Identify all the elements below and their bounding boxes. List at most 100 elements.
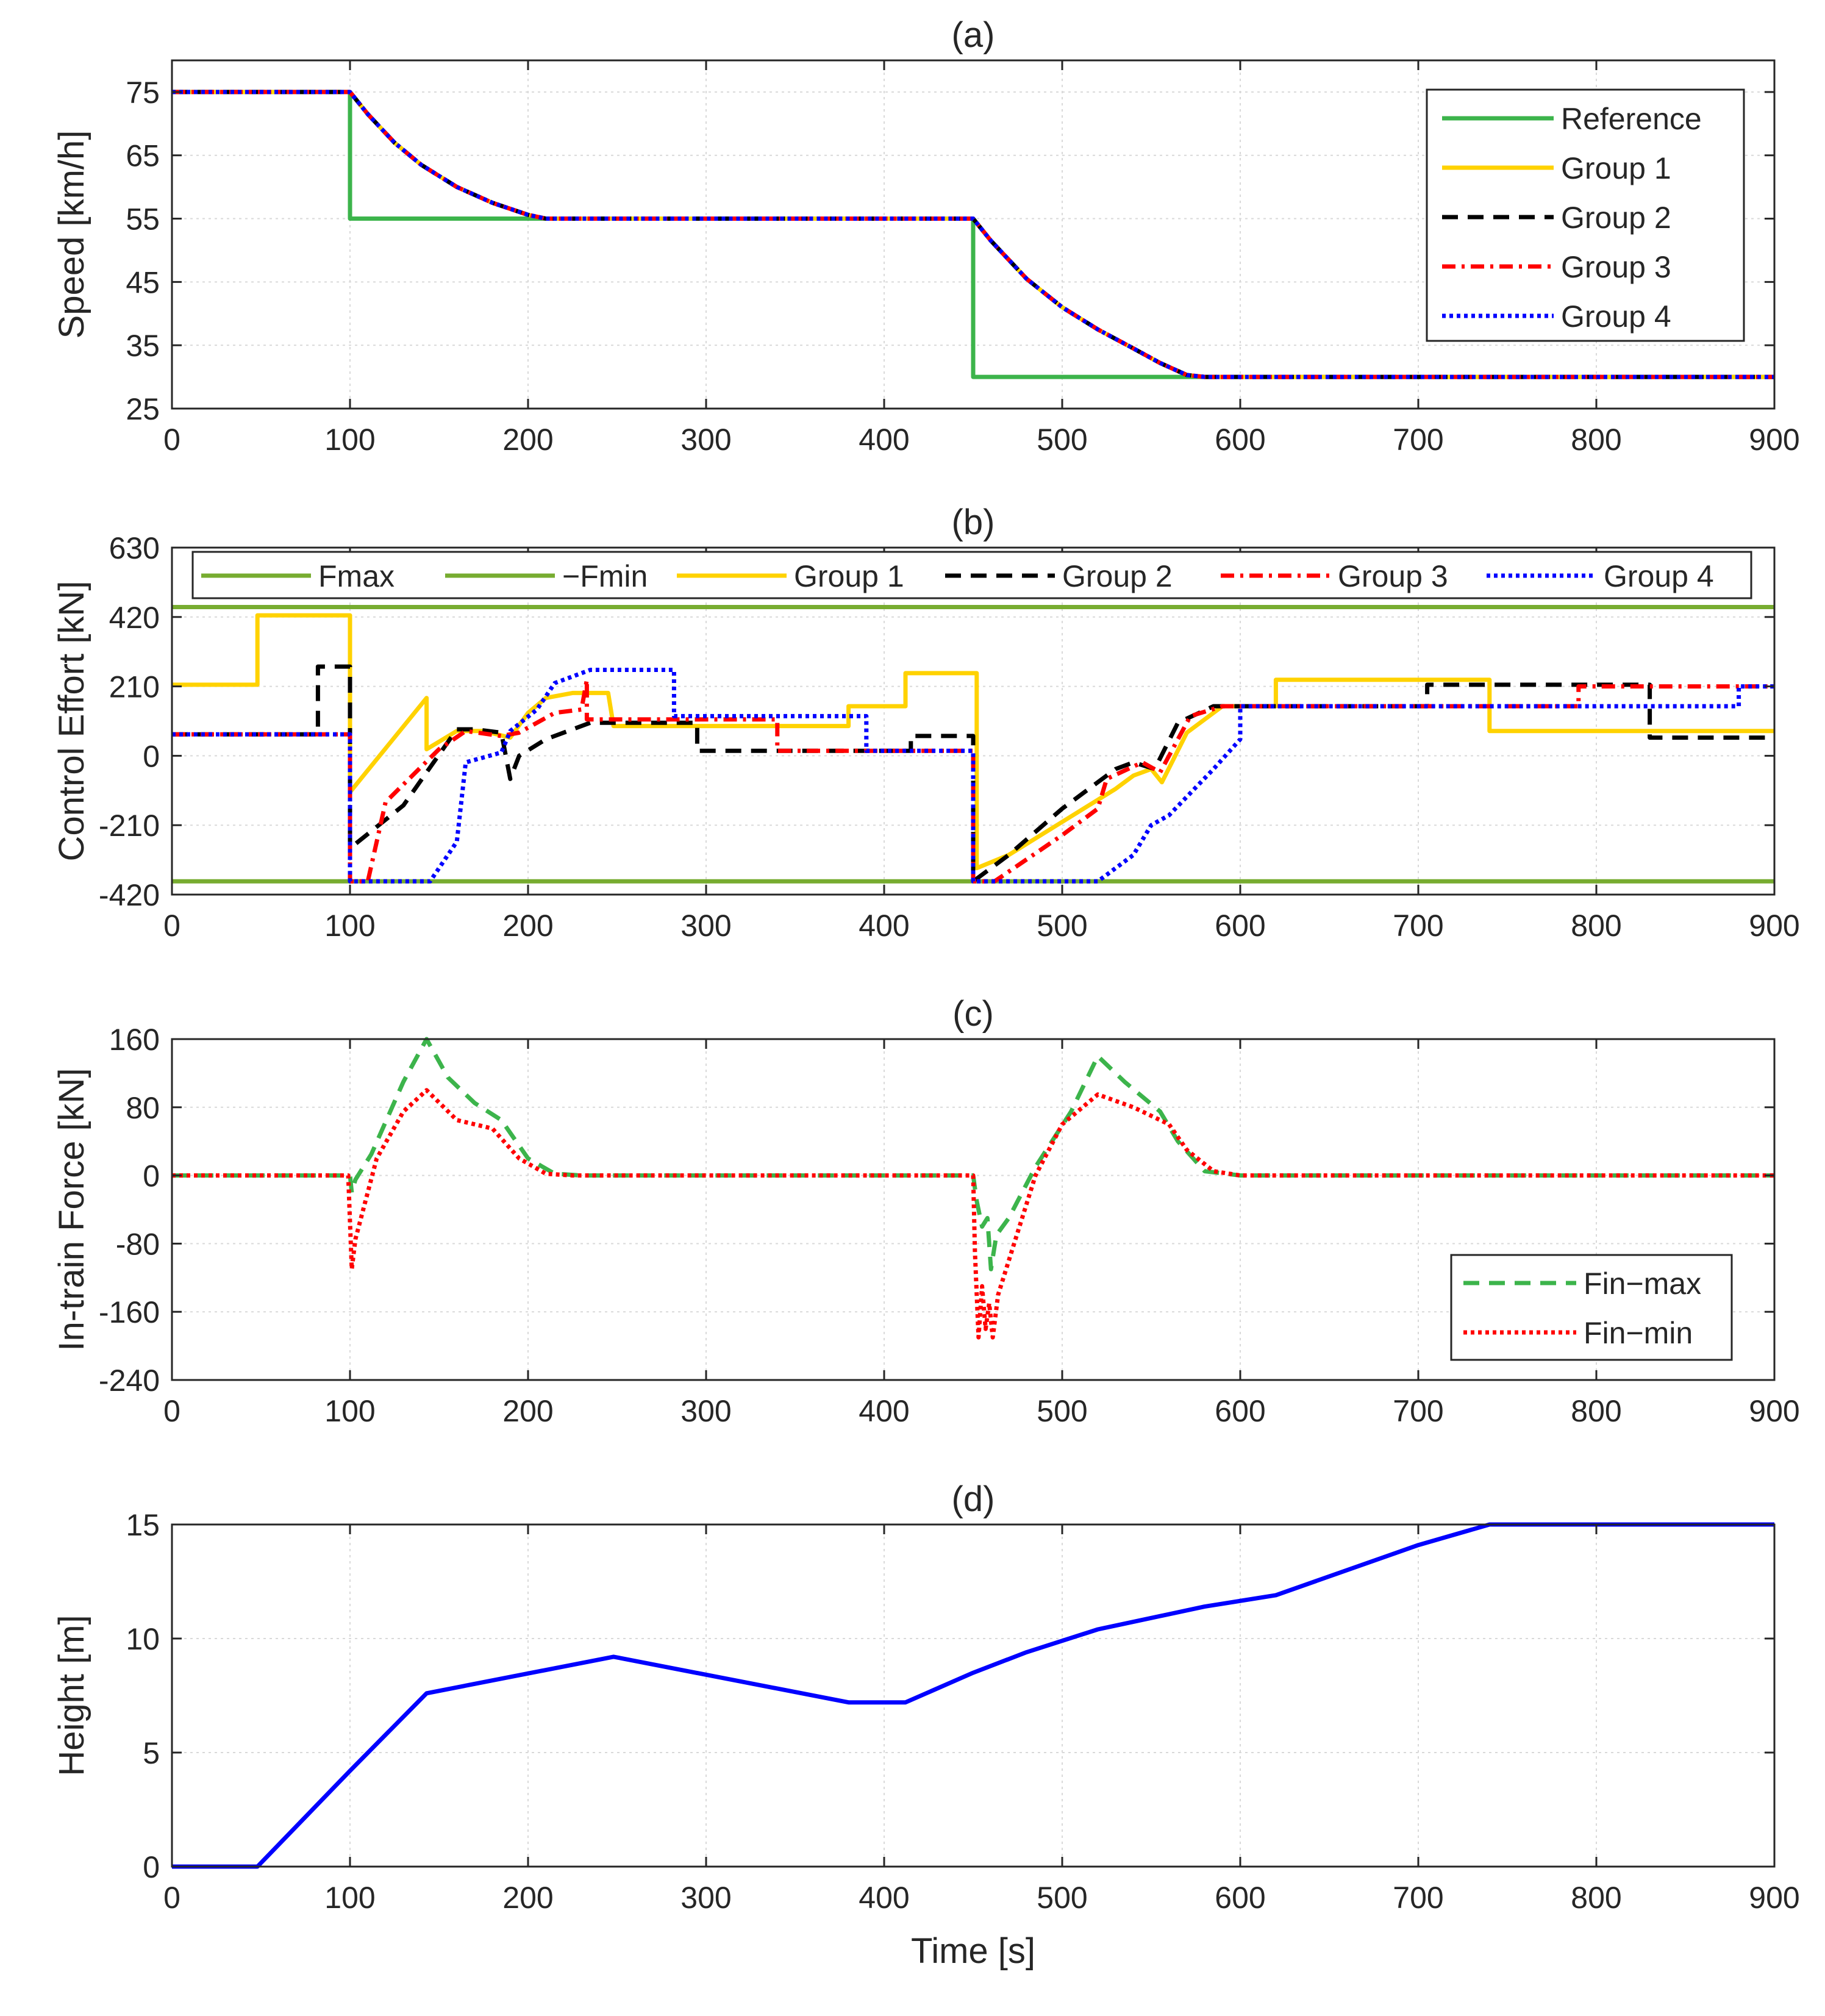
legend-label: Group 2 (1062, 559, 1173, 593)
x-tick-label: 600 (1215, 423, 1265, 457)
x-tick-label: 0 (163, 423, 180, 457)
plot-area (172, 1525, 1774, 1867)
x-tick-label: 800 (1571, 1394, 1621, 1428)
series-line-fin-min (172, 1088, 1774, 1340)
y-tick-label: 25 (126, 392, 160, 426)
x-tick-label: 400 (859, 1881, 909, 1915)
y-axis-label: Speed [km/h] (52, 130, 91, 339)
series-line-height (172, 1522, 1774, 1869)
y-tick-label: 35 (126, 329, 160, 363)
series-line-group-4 (172, 668, 1774, 884)
y-tick-label: 75 (126, 76, 160, 110)
legend-label: Group 1 (1561, 151, 1671, 185)
axes-box (171, 59, 1776, 410)
x-tick-label: 100 (324, 423, 375, 457)
y-tick-label: 0 (143, 1159, 160, 1193)
x-tick-label: 700 (1393, 909, 1443, 943)
y-axis-label: Height [m] (52, 1615, 91, 1776)
x-tick-label: 200 (502, 1394, 553, 1428)
y-tick-label: 45 (126, 265, 160, 299)
x-tick-label: 500 (1037, 909, 1087, 943)
x-tick-label: 100 (324, 909, 375, 943)
y-tick-label: 65 (126, 139, 160, 173)
x-tick-label: 900 (1749, 1394, 1799, 1428)
x-tick-label: 300 (680, 1394, 731, 1428)
x-tick-label: 100 (324, 1881, 375, 1915)
legend-label: Group 3 (1561, 250, 1671, 284)
x-tick-label: 200 (502, 1881, 553, 1915)
x-tick-label: 400 (859, 909, 909, 943)
panel-a: 0 100 200 300 400 500 600 700 800 900 25 35 45 55 65 75… (52, 15, 1800, 457)
legend-label: Fin−min (1584, 1316, 1693, 1350)
x-axis-label: Time [s] (911, 1931, 1035, 1971)
x-tick-label: 600 (1215, 909, 1265, 943)
y-tick-label: 5 (143, 1736, 160, 1770)
x-tick-label: 0 (163, 909, 180, 943)
x-tick-label: 800 (1571, 423, 1621, 457)
y-tick-label: -160 (99, 1295, 160, 1329)
legend-label: −Fmin (562, 559, 648, 593)
y-tick-label: -420 (99, 878, 160, 912)
y-tick-label: 0 (143, 1850, 160, 1884)
legend-label: Group 1 (794, 559, 904, 593)
panel-title: (a) (952, 15, 995, 55)
x-tick-label: 500 (1037, 423, 1087, 457)
panel-title: (b) (952, 502, 995, 542)
x-tick-label: 500 (1037, 1394, 1087, 1428)
x-tick-label: 500 (1037, 1881, 1087, 1915)
axes-box (171, 546, 1776, 896)
y-tick-label: -80 (116, 1227, 160, 1261)
x-tick-label: 400 (859, 1394, 909, 1428)
legend: Reference Group 1 Group 2 Group 3 Group 4 (1426, 88, 1745, 342)
x-tick-label: 200 (502, 423, 553, 457)
legend-label: Group 4 (1604, 559, 1714, 593)
y-tick-label: 0 (143, 739, 160, 773)
y-tick-label: 15 (126, 1508, 160, 1542)
x-tick-label: 700 (1393, 423, 1443, 457)
panel-c: 0 100 200 300 400 500 600 700 800 900 -240 -160 -80 0… (52, 994, 1800, 1428)
legend-label: Reference (1561, 102, 1702, 136)
legend-label: Group 2 (1561, 201, 1671, 235)
y-tick-label: 210 (109, 670, 160, 704)
y-tick-label: -240 (99, 1364, 160, 1398)
y-tick-label: 55 (126, 202, 160, 237)
legend: Fin−max Fin−min (1450, 1254, 1733, 1361)
y-axis-label: In-train Force [kN] (52, 1068, 91, 1351)
panel-title: (c) (952, 994, 994, 1034)
x-tick-label: 600 (1215, 1881, 1265, 1915)
y-tick-label: 420 (109, 601, 160, 635)
x-tick-label: 0 (163, 1881, 180, 1915)
x-tick-label: 800 (1571, 1881, 1621, 1915)
panel-b: 0 100 200 300 400 500 600 700 800 900 -420 -210 0 210… (52, 502, 1800, 943)
legend: Fmax −Fmin Group 1 Group 2 Group 3 Group 4 (191, 551, 1752, 599)
x-tick-label: 800 (1571, 909, 1621, 943)
axes-box (171, 1038, 1776, 1381)
x-tick-label: 300 (680, 909, 731, 943)
legend-label: Fin−max (1584, 1267, 1701, 1301)
x-tick-label: 900 (1749, 1881, 1799, 1915)
x-tick-label: 100 (324, 1394, 375, 1428)
panel-title: (d) (952, 1479, 995, 1519)
series-line-group-4 (172, 90, 1774, 379)
legend-label: Fmax (318, 559, 395, 593)
x-tick-label: 900 (1749, 423, 1799, 457)
series-line-fin-max (172, 1037, 1774, 1271)
series-line-group-3 (172, 677, 1774, 884)
x-tick-label: 700 (1393, 1881, 1443, 1915)
x-tick-label: 0 (163, 1394, 180, 1428)
y-tick-label: -210 (99, 809, 160, 843)
axes-box (171, 1523, 1776, 1868)
legend-label: Group 3 (1338, 559, 1448, 593)
y-tick-label: 160 (109, 1023, 160, 1057)
legend-label: Group 4 (1561, 299, 1671, 334)
x-tick-label: 600 (1215, 1394, 1265, 1428)
y-axis-label: Control Effort [kN] (52, 581, 91, 862)
y-tick-label: 10 (126, 1622, 160, 1656)
x-tick-label: 900 (1749, 909, 1799, 943)
legend-box (1450, 1254, 1733, 1361)
series-line-group-1 (172, 613, 1774, 871)
x-tick-label: 300 (680, 1881, 731, 1915)
panel-d: 0 100 200 300 400 500 600 700 800 900 0 5 10 15 (d) Hei… (52, 1479, 1800, 1971)
x-tick-label: 700 (1393, 1394, 1443, 1428)
